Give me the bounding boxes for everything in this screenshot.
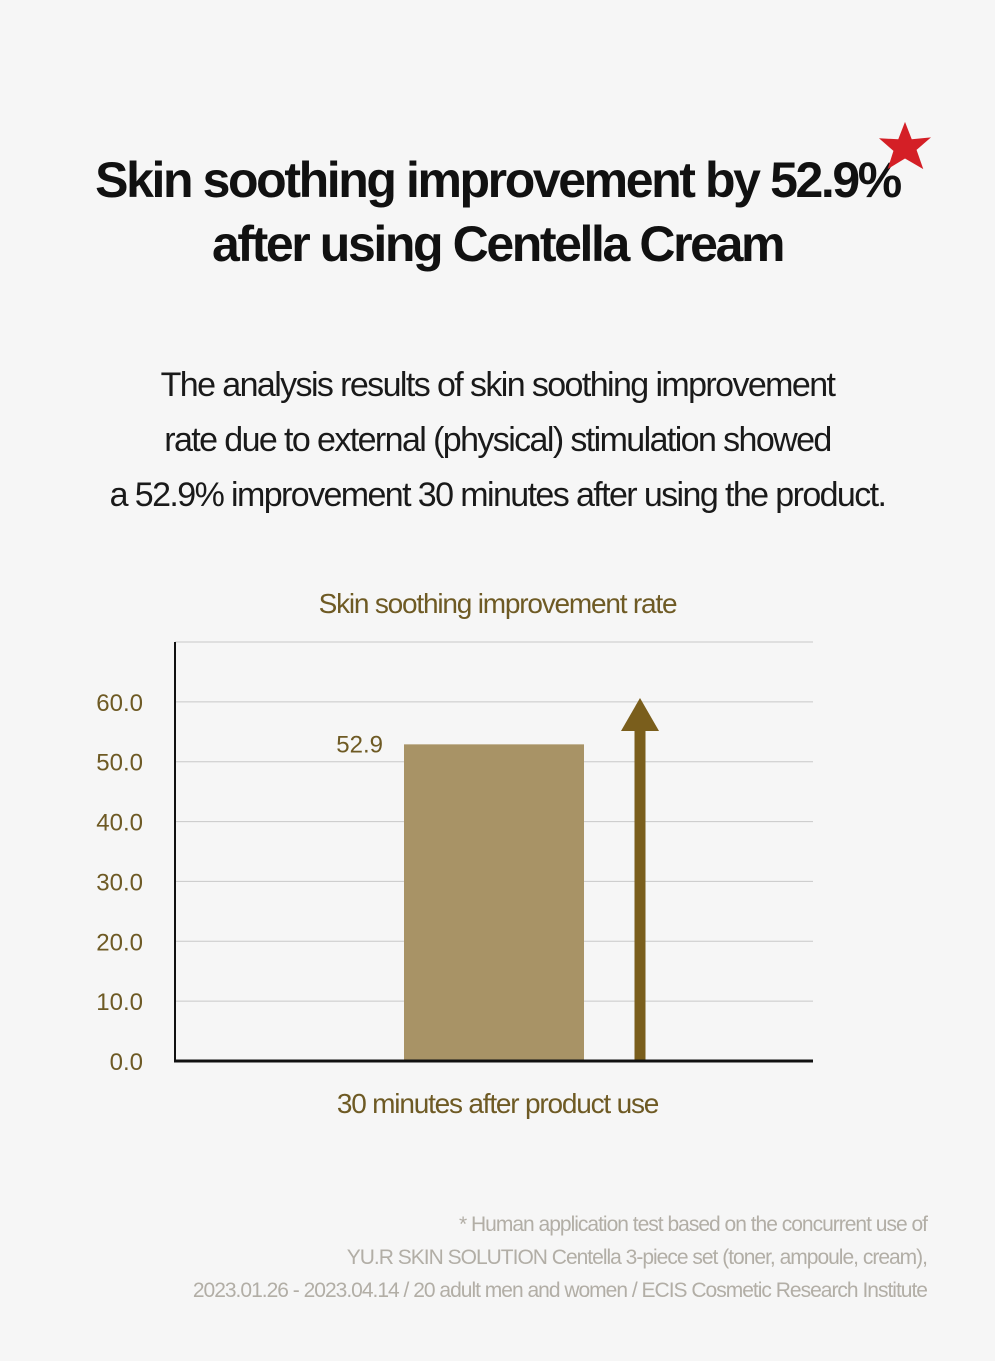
footnote-line-1: * Human application test based on the co… [459, 1213, 928, 1236]
y-tick-label: 10.0 [96, 989, 143, 1016]
footnote-line-2: YU.R SKIN SOLUTION Centella 3-piece set … [346, 1246, 928, 1269]
footnote: * Human application test based on the co… [192, 1208, 928, 1307]
star-icon [879, 121, 931, 170]
y-tick-label: 20.0 [96, 929, 143, 956]
y-tick-label: 40.0 [96, 810, 143, 837]
y-tick-label: 60.0 [96, 690, 143, 717]
data-label: 52.9 [336, 731, 383, 758]
bar-chart: 0.0 10.0 20.0 30.0 40.0 50.0 60.0 52.9 [96, 641, 813, 1076]
intro-line-1: The analysis results of skin soothing im… [160, 366, 836, 404]
intro-line-2: rate due to external (physical) stimulat… [164, 421, 832, 459]
y-tick-label: 50.0 [96, 750, 143, 777]
chart-title: Skin soothing improvement rate [318, 588, 678, 619]
intro-line-3: a 52.9% improvement 30 minutes after usi… [109, 476, 887, 514]
headline-line-2: after using Centella Cream [211, 216, 786, 272]
arrow-head-icon [621, 698, 659, 731]
y-tick-label: 30.0 [96, 869, 143, 896]
headline-line-1: Skin soothing improvement by 52.9% [95, 152, 902, 208]
y-tick-label: 0.0 [110, 1049, 143, 1076]
intro-text: The analysis results of skin soothing im… [0, 358, 995, 523]
x-axis-category-label: 30 minutes after product use [336, 1088, 659, 1119]
headline: Skin soothing improvement by 52.9% after… [0, 148, 995, 276]
footnote-line-3: 2023.01.26 - 2023.04.14 / 20 adult men a… [192, 1279, 928, 1302]
bar [404, 744, 584, 1061]
